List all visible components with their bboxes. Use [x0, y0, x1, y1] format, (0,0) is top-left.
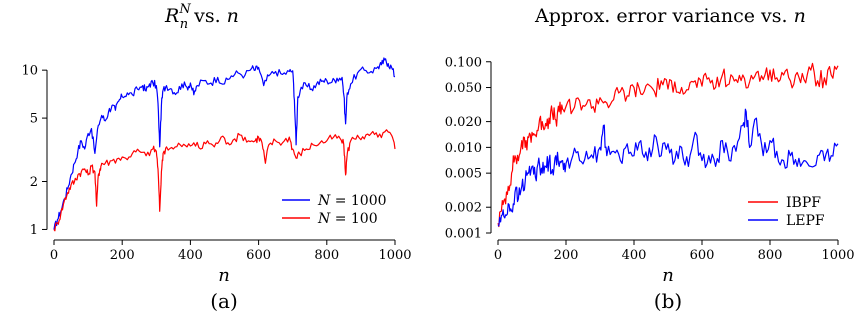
x-tick-label: 1000: [378, 248, 411, 263]
chart-b-caption: (b): [654, 289, 682, 313]
chart-b-xlabel: n: [662, 265, 674, 286]
x-tick-label: 200: [110, 248, 135, 263]
x-tick-label: 600: [246, 248, 271, 263]
chart-b-title: Approx. error variance vs. n: [534, 5, 806, 27]
x-tick-label: 800: [758, 248, 783, 263]
x-tick-label: 1000: [821, 248, 854, 263]
chart-b: 0 200 400 600 800 1000 0.001 0.002 0.005 0.010 0.0…: [445, 55, 855, 263]
y-tick-label: 0.020: [445, 115, 482, 130]
x-tick-label: 800: [314, 248, 339, 263]
series-line-lepf: [497, 108, 839, 227]
legend-label-n100: N = 100: [317, 211, 378, 227]
x-tick-label: 0: [50, 248, 58, 263]
y-tick-label: 0.002: [445, 201, 482, 216]
y-tick-label: 0.010: [445, 141, 482, 156]
legend-label-ibpf: IBPF: [786, 195, 821, 211]
series-line-n1000: [53, 57, 396, 230]
series-line-ibpf: [497, 62, 839, 228]
y-tick-label: 0.100: [445, 55, 482, 70]
y-tick-label: 0.005: [445, 167, 482, 182]
y-tick-label: 1: [30, 223, 38, 238]
chart-b-legend: IBPF LEPF: [748, 195, 825, 229]
chart-a-title: RN n vs. n: [164, 2, 239, 32]
x-tick-label: 0: [494, 248, 502, 263]
x-tick-label: 400: [622, 248, 647, 263]
legend-label-n1000: N = 1000: [317, 193, 387, 209]
series-line-n100: [53, 129, 396, 232]
x-tick-label: 600: [690, 248, 715, 263]
chart-a: 0 200 400 600 800 1000 1 2 5 10: [21, 57, 412, 263]
y-tick-label: 10: [21, 64, 38, 79]
x-tick-label: 200: [554, 248, 579, 263]
y-tick-label: 5: [30, 112, 38, 127]
x-tick-label: 400: [178, 248, 203, 263]
y-tick-label: 0.001: [445, 227, 482, 242]
y-tick-label: 0.050: [445, 81, 482, 96]
chart-a-caption: (a): [210, 289, 238, 313]
legend-label-lepf: LEPF: [786, 213, 825, 229]
chart-a-legend: N = 1000 N = 100: [282, 193, 387, 227]
chart-a-xlabel: n: [218, 265, 230, 286]
y-tick-label: 2: [30, 175, 38, 190]
